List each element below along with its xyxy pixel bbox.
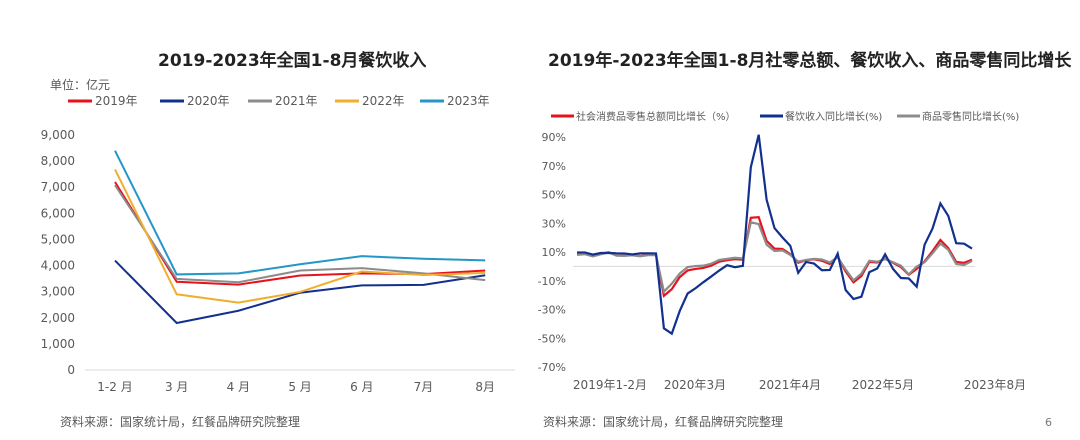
- right-legend-label: 社会消费品零售总额同比增长（%）: [576, 110, 736, 123]
- left-source: 资料来源：国家统计局，红餐品牌研究院整理: [60, 415, 301, 429]
- left-chart-title: 2019-2023年全国1-8月餐饮收入: [158, 51, 427, 71]
- left-y-tick: 6,000: [41, 206, 75, 220]
- right-y-tick: -50%: [538, 332, 566, 345]
- right-x-tick: 2021年4月: [759, 378, 821, 392]
- left-x-tick: 4 月: [227, 380, 250, 394]
- left-y-tick: 7,000: [41, 180, 75, 194]
- left-y-tick: 9,000: [41, 128, 75, 142]
- left-x-tick: 6 月: [350, 380, 373, 394]
- right-legend-label: 商品零售同比增长(%): [922, 110, 1019, 123]
- page-number: 6: [1045, 416, 1052, 429]
- right-y-tick: -70%: [538, 361, 566, 374]
- left-legend-label: 2021年: [275, 94, 318, 108]
- left-x-tick: 3 月: [165, 380, 188, 394]
- right-x-tick: 2022年5月: [852, 378, 914, 392]
- right-y-tick: 70%: [542, 160, 566, 173]
- right-series-line-1: [577, 134, 973, 336]
- right-x-tick: 2019年1-2月: [573, 378, 647, 392]
- left-x-tick: 8月: [475, 380, 495, 394]
- right-source: 资料来源：国家统计局，红餐品牌研究院整理: [543, 415, 784, 429]
- right-x-tick: 2023年8月: [964, 378, 1026, 392]
- right-chart-title: 2019年-2023年全国1-8月社零总额、餐饮收入、商品零售同比增长: [548, 51, 1072, 71]
- left-x-tick: 5 月: [288, 380, 311, 394]
- unit-label: 单位：亿元: [50, 78, 111, 92]
- left-legend-label: 2023年: [447, 94, 490, 108]
- left-y-tick: 0: [67, 363, 75, 377]
- right-y-tick: 50%: [542, 189, 566, 202]
- left-legend-label: 2020年: [187, 94, 230, 108]
- left-x-tick: 7月: [414, 380, 434, 394]
- left-series-line-2022年: [114, 169, 486, 304]
- left-legend-label: 2022年: [362, 94, 405, 108]
- right-series-line-2: [576, 220, 973, 294]
- left-y-tick: 5,000: [41, 232, 75, 246]
- right-y-tick: 30%: [542, 217, 566, 230]
- left-legend-label: 2019年: [95, 94, 138, 108]
- right-x-tick: 2020年3月: [664, 378, 726, 392]
- left-series-line-2021年: [114, 184, 486, 284]
- left-series-line-2023年: [114, 150, 486, 276]
- left-x-tick: 1-2 月: [97, 380, 132, 394]
- left-y-tick: 4,000: [41, 259, 75, 273]
- left-y-tick: 8,000: [41, 154, 75, 168]
- right-y-tick: -10%: [538, 275, 566, 288]
- right-y-tick: -30%: [538, 304, 566, 317]
- left-y-tick: 3,000: [41, 285, 75, 299]
- left-y-tick: 1,000: [41, 337, 75, 351]
- left-y-tick: 2,000: [41, 311, 75, 325]
- right-y-tick: 90%: [542, 131, 566, 144]
- right-y-tick: 10%: [542, 246, 566, 259]
- right-legend-label: 餐饮收入同比增长(%): [785, 110, 882, 123]
